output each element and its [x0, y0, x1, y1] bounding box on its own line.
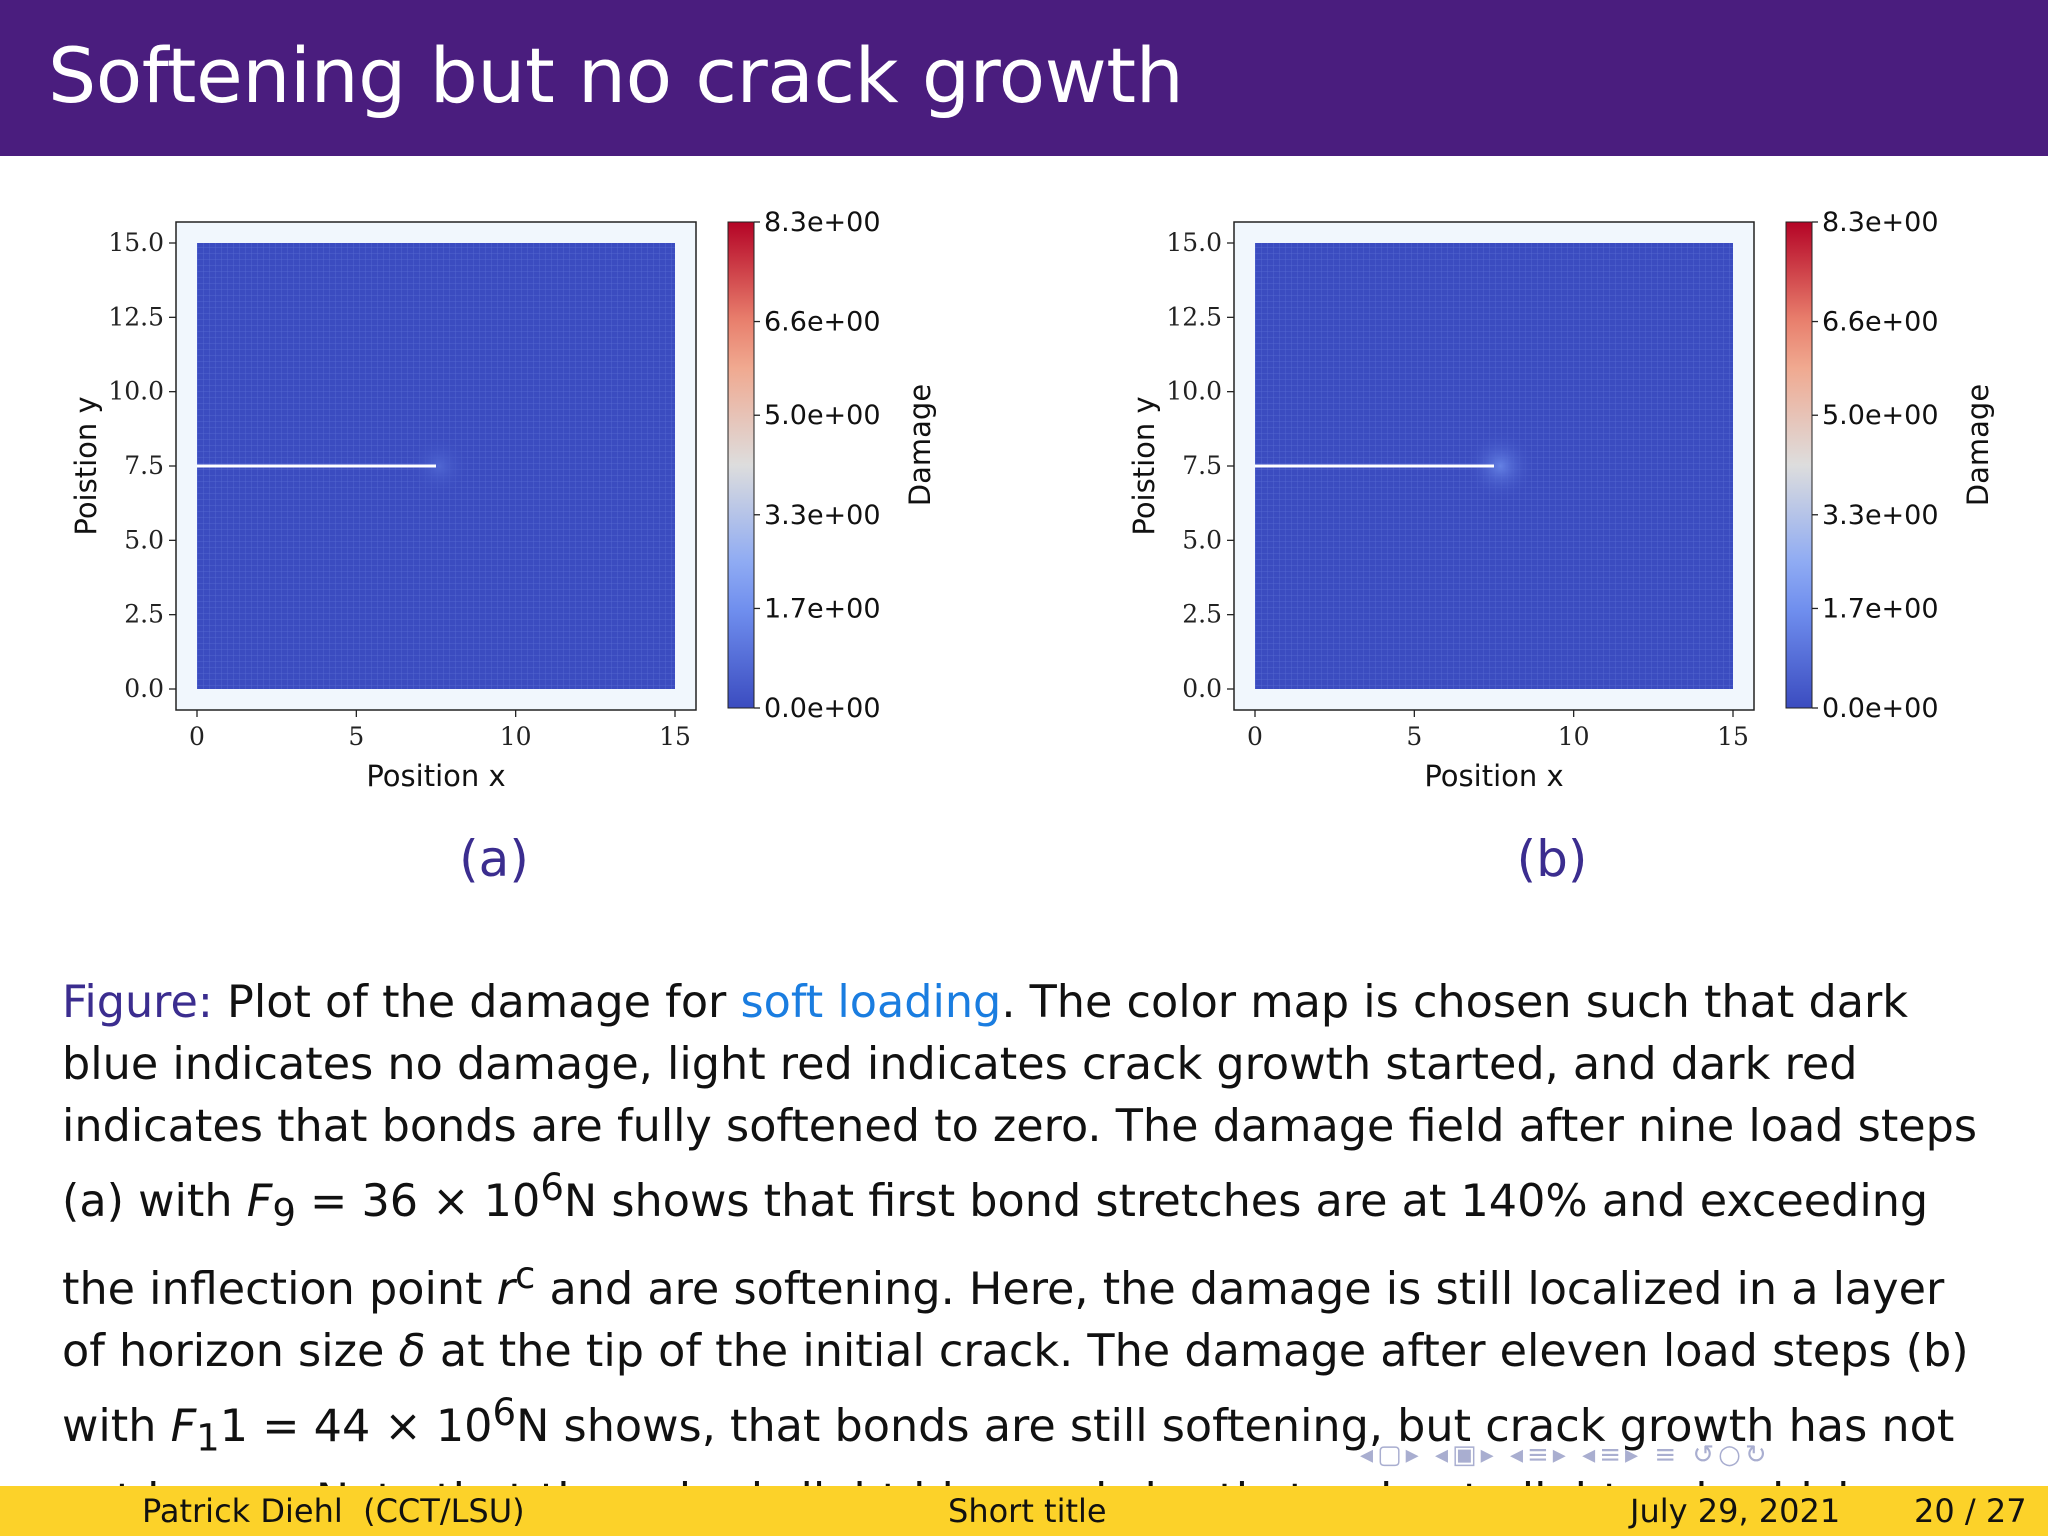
x-tick-label: 10: [1558, 722, 1590, 751]
slide-title: Softening but no crack growth: [48, 31, 1184, 120]
y-tick-label: 15.0: [1166, 228, 1222, 257]
nav-doc-right-icon[interactable]: ▸: [1624, 1440, 1643, 1470]
colorbar: [1785, 221, 1813, 709]
damage-plot-b: 0 5 10 15 0.0 2.5 5.0 7.5 10.0 12.5 15.0 Position x…: [1127, 207, 1995, 793]
nav-section-icon[interactable]: ≡: [1527, 1440, 1553, 1470]
equation-2: 1 = 44 × 10: [219, 1401, 493, 1453]
colorbar-label: Damage: [1961, 384, 1995, 506]
nav-frame-icon[interactable]: ▢: [1377, 1440, 1406, 1470]
x-tick-label: 15: [659, 722, 691, 751]
colorbar-tick-label: 5.0e+00: [1822, 400, 1939, 431]
colorbar-tick-label: 6.6e+00: [764, 307, 881, 338]
soft-loading-link[interactable]: soft loading: [740, 977, 1002, 1028]
caption-text-6: N shows, that bonds are still softening,…: [62, 1401, 1955, 1486]
figure-b-sublabel: (b): [1516, 830, 1588, 888]
beamer-navigation-bar[interactable]: ◂▢▸ ◂▣▸ ◂≡▸ ◂≡▸ ≡ ↺○↻: [1360, 1440, 1771, 1476]
colorbar-tick-label: 8.3e+00: [1822, 207, 1939, 238]
colorbar-tick-label: 0.0e+00: [764, 693, 881, 724]
colorbar-label: Damage: [903, 384, 937, 506]
caption-text-2: . The color map is chosen such that dark…: [62, 977, 1978, 1228]
y-tick-label: 0.0: [124, 674, 164, 703]
nav-section-left-icon[interactable]: ◂: [1509, 1440, 1527, 1470]
force-symbol-11: F: [170, 1401, 197, 1453]
crack-tip-damage: [1464, 430, 1537, 502]
figure-b: 0 5 10 15 0.0 2.5 5.0 7.5 10.0 12.5 15.0 Position x…: [1118, 200, 2018, 820]
x-tick-label: 5: [1406, 722, 1422, 751]
crack-tip-damage: [408, 435, 470, 497]
nav-subsection-left-icon[interactable]: ◂: [1434, 1440, 1453, 1470]
colorbar: [727, 221, 755, 709]
damage-plot-a: 0 5 10 15 0.0 2.5 5.0 7.5 10.0 12.5 15.0 Position x…: [69, 207, 937, 793]
delta-symbol: δ: [398, 1325, 426, 1377]
caption-label: Figure:: [62, 977, 213, 1028]
colorbar-tick-label: 3.3e+00: [1822, 500, 1939, 531]
slide-footer: Patrick Diehl (CCT/LSU) Short title July…: [0, 1486, 2048, 1536]
x-tick-label: 15: [1717, 722, 1749, 751]
footer-date: July 29, 2021: [1630, 1492, 1841, 1530]
caption-text-4: and are softening. Here, the damage is s…: [62, 1263, 1945, 1377]
caption-text-1: Plot of the damage for: [212, 977, 741, 1028]
nav-subsection-right-icon[interactable]: ▸: [1480, 1440, 1498, 1470]
nav-section-right-icon[interactable]: ▸: [1552, 1440, 1570, 1470]
figure-a-sublabel: (a): [459, 830, 529, 888]
y-axis-label: Poistion y: [1127, 396, 1161, 535]
footer-author: Patrick Diehl (CCT/LSU): [142, 1492, 525, 1530]
caption-text-5: at the tip of the initial crack. The dam…: [62, 1325, 1969, 1453]
colorbar-tick-label: 0.0e+00: [1822, 693, 1939, 724]
inflection-superscript: c: [514, 1253, 536, 1297]
y-axis-label: Poistion y: [69, 396, 103, 535]
colorbar-tick-label: 5.0e+00: [764, 400, 881, 431]
y-tick-label: 15.0: [108, 228, 164, 257]
y-tick-label: 5.0: [124, 525, 164, 554]
y-tick-label: 10.0: [1166, 377, 1222, 406]
y-tick-label: 12.5: [1166, 302, 1222, 331]
exponent-1: 6: [540, 1166, 564, 1210]
y-tick-label: 5.0: [1182, 525, 1222, 554]
nav-zoom-icon[interactable]: ○: [1718, 1440, 1745, 1470]
nav-frame-left-icon[interactable]: ◂: [1360, 1440, 1378, 1470]
y-tick-label: 7.5: [1182, 451, 1222, 480]
colorbar-tick-label: 3.3e+00: [764, 500, 881, 531]
nav-search-icon[interactable]: ↺: [1692, 1440, 1719, 1470]
footer-page-number: 20 / 27: [1914, 1492, 2027, 1530]
nav-subsection-icon[interactable]: ▣: [1452, 1440, 1481, 1470]
exponent-2: 6: [492, 1391, 517, 1435]
footer-short-title: Short title: [948, 1492, 1107, 1530]
x-tick-label: 0: [1247, 722, 1263, 751]
nav-doc-icon[interactable]: ≡: [1599, 1440, 1625, 1470]
nav-back-icon[interactable]: ↻: [1744, 1440, 1771, 1470]
force-subscript-11: 1: [196, 1417, 220, 1461]
inflection-symbol: r: [496, 1263, 515, 1315]
nav-menu-icon[interactable]: ≡: [1654, 1440, 1681, 1470]
x-tick-label: 5: [348, 722, 364, 751]
slide-header: Softening but no crack growth: [0, 0, 2048, 156]
caption-text-3: N shows that first bond stretches are at…: [62, 1176, 1929, 1315]
x-axis-label: Position x: [1424, 759, 1563, 793]
nav-frame-right-icon[interactable]: ▸: [1405, 1440, 1423, 1470]
x-tick-label: 10: [500, 722, 532, 751]
y-tick-label: 10.0: [108, 377, 164, 406]
y-tick-label: 2.5: [124, 600, 164, 629]
y-tick-label: 12.5: [108, 302, 164, 331]
y-tick-label: 0.0: [1182, 674, 1222, 703]
nav-doc-left-icon[interactable]: ◂: [1582, 1440, 1600, 1470]
force-symbol-9: F: [246, 1176, 273, 1228]
y-tick-label: 7.5: [124, 451, 164, 480]
colorbar-tick-label: 8.3e+00: [764, 207, 881, 238]
x-axis-label: Position x: [366, 759, 505, 793]
colorbar-tick-label: 6.6e+00: [1822, 307, 1939, 338]
colorbar-tick-label: 1.7e+00: [1822, 593, 1939, 624]
y-tick-label: 2.5: [1182, 600, 1222, 629]
figure-caption: Figure: Plot of the damage for soft load…: [62, 972, 1992, 1486]
force-subscript-9: 9: [272, 1192, 296, 1236]
equation-1: = 36 × 10: [295, 1176, 541, 1228]
figure-a: 0 5 10 15 0.0 2.5 5.0 7.5 10.0 12.5 15.0 Position x…: [60, 200, 960, 820]
x-tick-label: 0: [189, 722, 205, 751]
colorbar-tick-label: 1.7e+00: [764, 593, 881, 624]
